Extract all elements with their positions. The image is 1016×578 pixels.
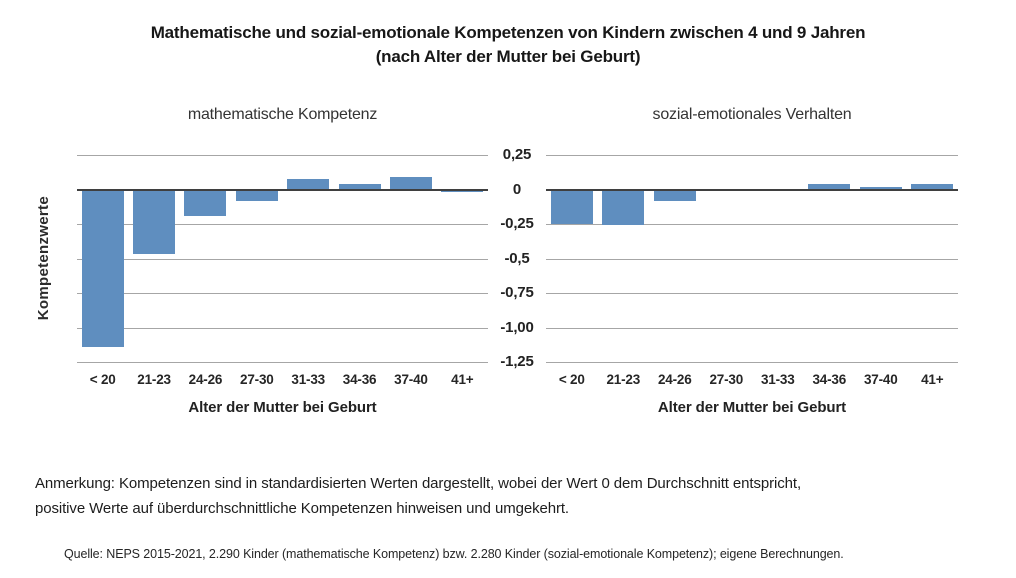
- gridline: [546, 155, 958, 156]
- zero-baseline: [546, 188, 958, 191]
- source-text: Quelle: NEPS 2015-2021, 2.290 Kinder (ma…: [64, 547, 844, 561]
- y-tick-label: -1,25: [500, 353, 534, 370]
- y-tick-label: -0,5: [504, 249, 530, 267]
- gridline: [546, 362, 958, 363]
- gridline: [77, 258, 488, 260]
- x-tick-label: 37-40: [863, 372, 898, 387]
- bar: [653, 189, 696, 201]
- y-tick-label: -0,25: [500, 215, 534, 232]
- x-tick-label: 24-26: [188, 372, 223, 387]
- gridline: [77, 327, 488, 329]
- figure-title-line1: Mathematische und sozial-emotionale Komp…: [150, 23, 866, 42]
- chart-left-x-axis-labels: < 20 21-23 24-26 27-30 31-33 34-36 37-40 41+: [77, 372, 488, 387]
- x-tick-label: 24-26: [657, 372, 692, 387]
- chart-left-x-axis-title: Alter der Mutter bei Geburt: [188, 399, 377, 416]
- bar: [389, 177, 432, 190]
- annotation-line2: positive Werte auf überdurchschnittliche…: [35, 500, 569, 517]
- x-tick-label: 34-36: [812, 372, 847, 387]
- y-tick-label: 0: [512, 180, 522, 198]
- figure-title-line2: (nach Alter der Mutter bei Geburt): [375, 47, 641, 66]
- chart-right-plot-area: [546, 155, 958, 363]
- y-tick-label: 0,25: [502, 146, 532, 163]
- y-tick-label: -0,75: [500, 284, 534, 301]
- x-tick-label: 31-33: [760, 372, 795, 387]
- bar: [235, 189, 278, 201]
- x-tick-label: 21-23: [606, 372, 641, 387]
- x-tick-label: 27-30: [709, 372, 744, 387]
- figure-title: Mathematische und sozial-emotionale Komp…: [0, 21, 1016, 69]
- y-tick-label: -1,00: [500, 318, 534, 336]
- bar: [81, 189, 124, 347]
- gridline: [77, 293, 488, 294]
- bar: [441, 189, 484, 193]
- bar: [287, 178, 330, 190]
- zero-baseline: [77, 188, 488, 191]
- y-axis-label-text: Kompetenzwerte: [34, 196, 52, 321]
- bar: [338, 184, 381, 190]
- chart-left-plot-area: [77, 155, 488, 363]
- gridline: [77, 362, 488, 363]
- x-tick-label: < 20: [89, 372, 116, 387]
- bar: [859, 186, 902, 190]
- bar: [911, 184, 954, 190]
- y-axis-label: Kompetenzwerte: [32, 155, 54, 362]
- x-tick-label: 21-23: [137, 372, 171, 387]
- chart-right-subtitle: sozial-emotionales Verhalten: [652, 106, 852, 123]
- gridline: [546, 224, 958, 225]
- gridline: [546, 327, 958, 329]
- bar: [602, 189, 645, 226]
- x-tick-label: 41+: [451, 372, 474, 387]
- chart-left-subtitle: mathematische Kompetenz: [187, 106, 378, 123]
- gridline: [77, 155, 488, 156]
- bar: [550, 189, 593, 224]
- bar: [808, 184, 851, 190]
- x-tick-label: < 20: [558, 372, 585, 387]
- gridline: [77, 224, 488, 225]
- x-tick-label: 27-30: [240, 372, 274, 387]
- annotation-text: Anmerkung: Kompetenzen sind in standardi…: [35, 471, 1000, 521]
- x-tick-label: 41+: [921, 372, 944, 387]
- x-tick-label: 37-40: [394, 372, 428, 387]
- y-axis-ticks: 0,25 0 -0,25 -0,5 -0,75 -1,00 -1,25: [488, 147, 546, 370]
- chart-right-x-axis-labels: < 20 21-23 24-26 27-30 31-33 34-36 37-40 41+: [546, 372, 958, 387]
- x-tick-label: 34-36: [342, 372, 377, 387]
- bar: [133, 189, 176, 255]
- bar: [184, 189, 227, 216]
- chart-right-x-axis-title: Alter der Mutter bei Geburt: [657, 399, 847, 416]
- annotation-line1: Anmerkung: Kompetenzen sind in standardi…: [35, 475, 802, 492]
- x-tick-label: 31-33: [291, 372, 325, 387]
- gridline: [546, 258, 958, 260]
- gridline: [546, 293, 958, 294]
